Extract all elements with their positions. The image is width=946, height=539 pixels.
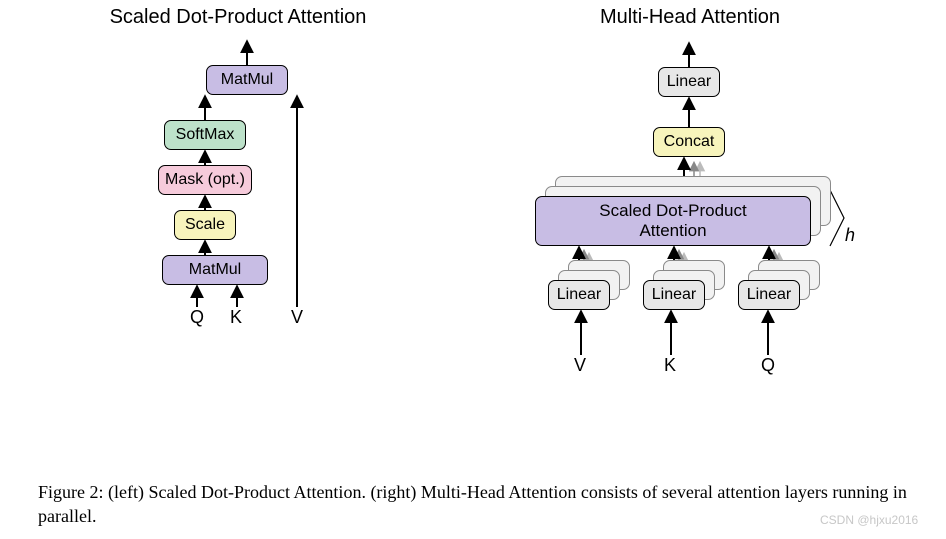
left-label-V: V <box>291 307 303 328</box>
left-softmax-box: SoftMax <box>164 120 246 150</box>
right-linK-box: Linear <box>643 280 705 310</box>
left-label-K: K <box>230 307 242 328</box>
right-label-h: h <box>845 225 855 246</box>
right-linQ-box: Linear <box>738 280 800 310</box>
h-bracket <box>830 190 844 246</box>
right-linear_out-box: Linear <box>658 67 720 97</box>
left-mask-box: Mask (opt.) <box>158 165 252 195</box>
figure-caption: Figure 2: (left) Scaled Dot-Product Atte… <box>38 480 908 529</box>
left-matmul1-box: MatMul <box>162 255 268 285</box>
watermark: CSDN @hjxu2016 <box>820 513 918 527</box>
left-scale-box: Scale <box>174 210 236 240</box>
right-label-K: K <box>664 355 676 376</box>
left-label-Q: Q <box>190 307 204 328</box>
left-matmul2-box: MatMul <box>206 65 288 95</box>
right-label-V: V <box>574 355 586 376</box>
right-label-Q: Q <box>761 355 775 376</box>
right-concat-box: Concat <box>653 127 725 157</box>
right-title: Multi-Head Attention <box>580 6 800 29</box>
right-sdpa-box: Scaled Dot-Product Attention <box>535 196 811 246</box>
right-linV-box: Linear <box>548 280 610 310</box>
